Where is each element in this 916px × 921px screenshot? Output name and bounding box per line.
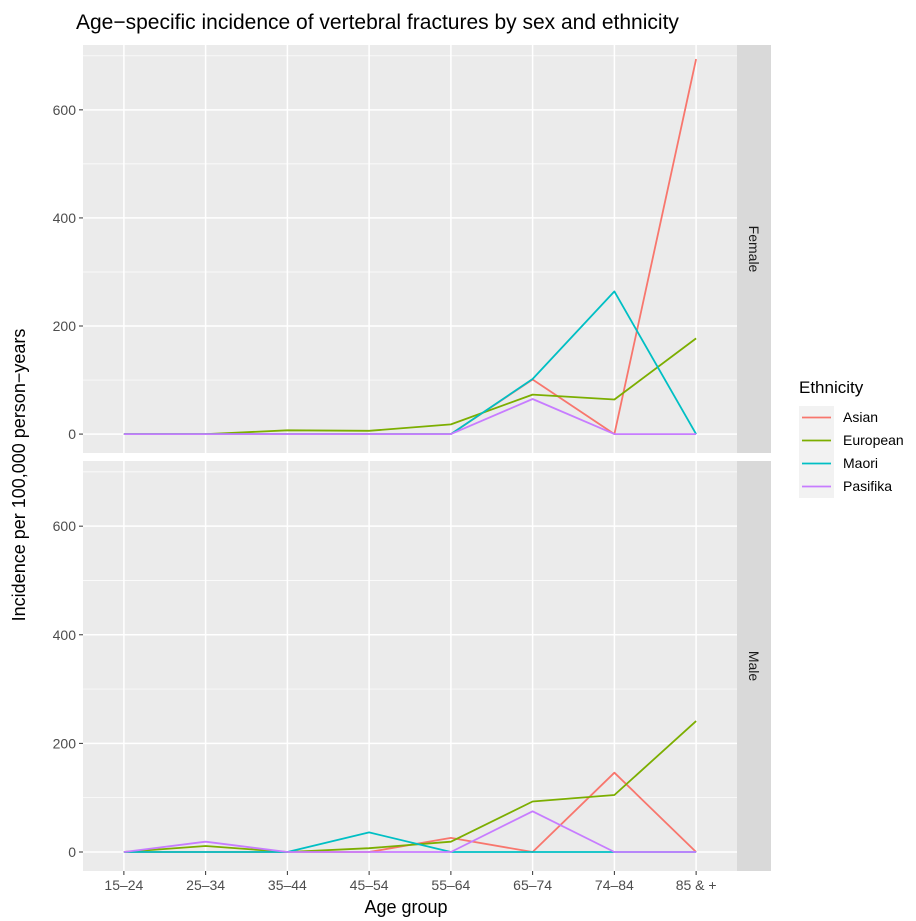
x-axis: 15–24 25–34 35–44 45–54 55–64 65–74 74–84 85 & … [104,871,717,893]
facet-strip [737,461,771,871]
x-tick-label: 85 & + [676,877,717,893]
y-tick-label: 600 [53,102,77,118]
x-tick-label: 74–84 [595,877,634,893]
panel-background [83,461,737,871]
x-tick-label: 55–64 [431,877,470,893]
x-tick-label: 35–44 [268,877,307,893]
x-tick-label: 25–34 [186,877,225,893]
x-axis-title: Age group [364,897,447,917]
x-tick-label: 15–24 [104,877,143,893]
x-tick-label: 45–54 [350,877,389,893]
legend: Ethnicity Asian European Maori Pasifika [799,378,904,498]
facet-label: Male [746,651,762,682]
series-line-maori [123,831,697,853]
y-tick-label: 0 [68,844,76,860]
chart-panels: 0 200 400 600 Female 0 200 400 600 Male [53,45,771,871]
panel-background [83,45,737,453]
y-tick-label: 600 [53,518,77,534]
y-tick-label: 400 [53,210,77,226]
y-tick-label: 0 [68,426,76,442]
series-line-european [123,720,697,853]
panel-female: 0 200 400 600 Female [53,45,771,453]
y-tick-label: 400 [53,627,77,643]
legend-label-maori: Maori [843,455,878,471]
panel-male: 0 200 400 600 Male [53,461,771,871]
facet-strip [737,45,771,453]
y-tick-label: 200 [53,735,77,751]
chart-title: Age−specific incidence of vertebral frac… [76,11,679,34]
series-line-pasifika [123,398,697,436]
legend-title: Ethnicity [799,378,864,397]
legend-label-asian: Asian [843,409,878,425]
legend-label-european: European [843,432,904,448]
y-tick-label: 200 [53,318,77,334]
facet-label: Female [746,226,762,273]
x-tick-label: 65–74 [513,877,552,893]
y-axis-title: Incidence per 100,000 person−years [9,329,29,622]
legend-label-pasifika: Pasifika [843,478,892,494]
series-line-pasifika [123,810,697,853]
